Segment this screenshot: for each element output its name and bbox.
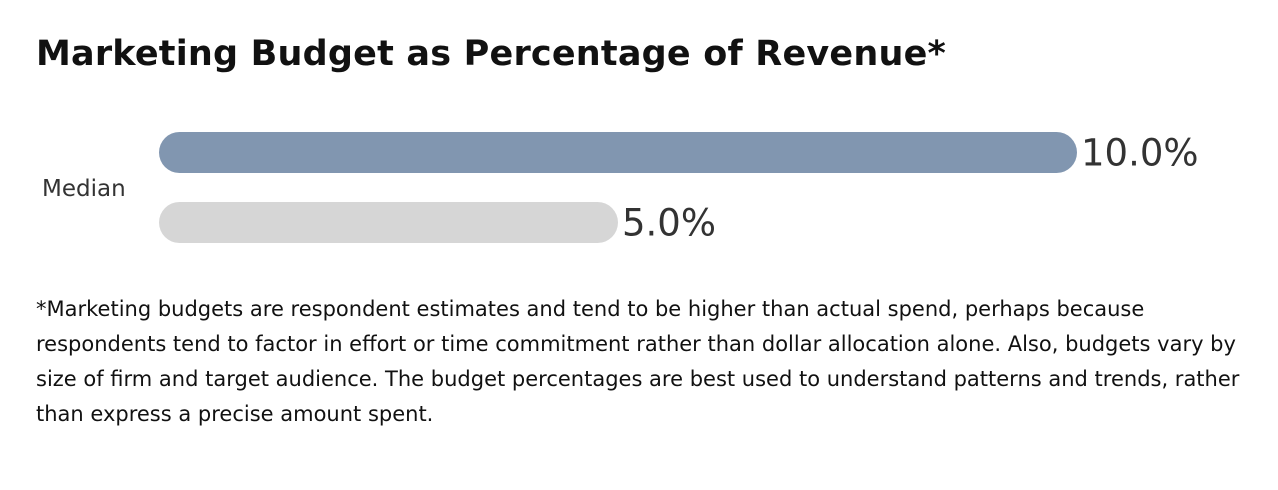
data-label-series-2: 5.0%	[622, 202, 716, 245]
bar-series-1	[159, 132, 1077, 173]
bar-series-2	[159, 202, 618, 243]
chart-title: Marketing Budget as Percentage of Revenu…	[36, 34, 947, 74]
data-label-series-1: 10.0%	[1081, 132, 1199, 175]
category-label: Median	[42, 176, 126, 202]
footnote: *Marketing budgets are respondent estima…	[36, 297, 1240, 426]
bar-chart: Median 10.0% 5.0%	[42, 132, 1199, 245]
